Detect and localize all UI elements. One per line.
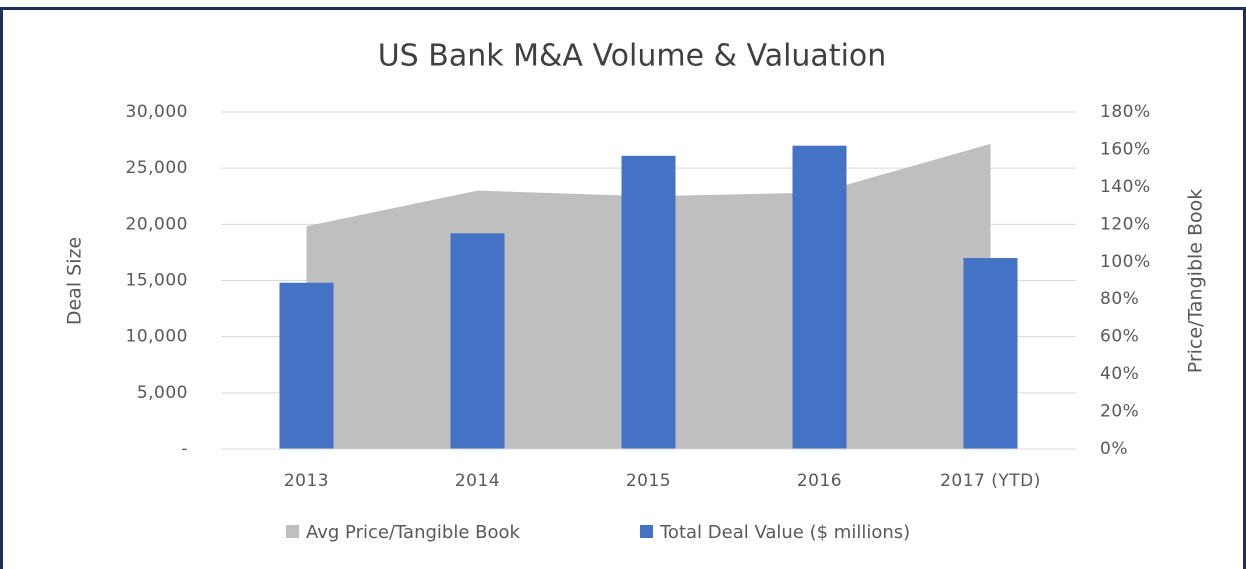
frame xyxy=(0,7,1246,569)
x-tick-label: 2016 xyxy=(797,471,842,491)
bar xyxy=(279,282,334,449)
y-tick-label: 10,000 xyxy=(126,327,188,347)
y-tick-label: 30,000 xyxy=(126,102,188,122)
y2-tick-label: 40% xyxy=(1100,364,1139,384)
y2-tick-label: 120% xyxy=(1100,214,1151,234)
y2-tick-label: 100% xyxy=(1100,252,1151,272)
y-tick-label: 5,000 xyxy=(137,383,188,403)
x-tick-label: 2014 xyxy=(455,471,500,491)
bar xyxy=(792,145,847,449)
legend-swatch xyxy=(640,525,653,538)
y2-tick-label: 0% xyxy=(1100,439,1128,459)
bar xyxy=(450,233,505,449)
x-tick-label: 2015 xyxy=(626,471,671,491)
bar xyxy=(621,155,676,449)
y-tick-label: 25,000 xyxy=(126,158,188,178)
y2-tick-label: 80% xyxy=(1100,289,1139,309)
x-tick-label: 2013 xyxy=(284,471,329,491)
y2-tick-label: 160% xyxy=(1100,139,1151,159)
legend-label: Total Deal Value ($ millions) xyxy=(659,522,910,543)
y2-tick-label: 20% xyxy=(1100,402,1139,422)
bar xyxy=(963,258,1018,449)
x-tick-label: 2017 (YTD) xyxy=(940,471,1041,491)
y2-tick-label: 180% xyxy=(1100,102,1151,122)
y-tick-label: 20,000 xyxy=(126,214,188,234)
y-tick-label: - xyxy=(181,439,188,459)
legend-label: Avg Price/Tangible Book xyxy=(306,522,521,543)
chart-title: US Bank M&A Volume & Valuation xyxy=(378,39,887,74)
y2-axis-title: Price/Tangible Book xyxy=(1185,189,1207,374)
y-axis-title: Deal Size xyxy=(64,237,86,325)
legend-swatch xyxy=(286,525,299,538)
y2-tick-label: 140% xyxy=(1100,177,1151,197)
y-tick-label: 15,000 xyxy=(126,271,188,291)
y2-tick-label: 60% xyxy=(1100,327,1139,347)
